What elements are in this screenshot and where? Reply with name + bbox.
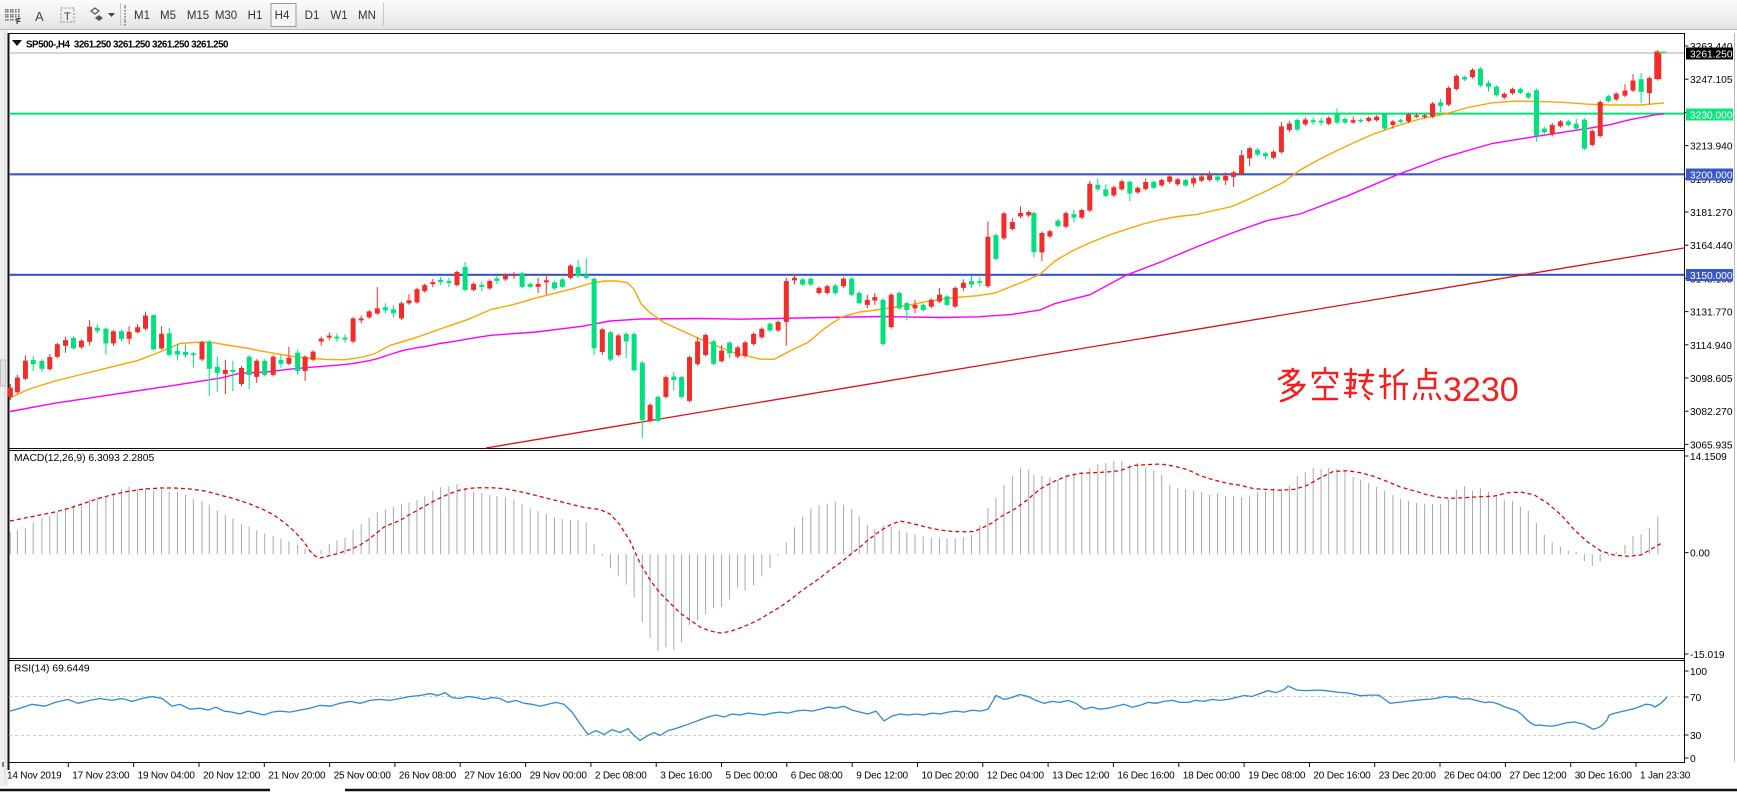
- svg-text:RSI(14) 69.6449: RSI(14) 69.6449: [14, 664, 90, 675]
- svg-text:3150.000: 3150.000: [1690, 271, 1733, 282]
- svg-text:6 Dec 08:00: 6 Dec 08:00: [791, 771, 843, 782]
- svg-text:W1: W1: [330, 10, 347, 22]
- svg-text:MN: MN: [358, 10, 376, 22]
- svg-text:12 Dec 04:00: 12 Dec 04:00: [987, 771, 1045, 782]
- svg-text:A: A: [35, 9, 44, 24]
- svg-text:13 Dec 12:00: 13 Dec 12:00: [1052, 771, 1110, 782]
- svg-text:19 Dec 08:00: 19 Dec 08:00: [1248, 771, 1306, 782]
- svg-text:H4: H4: [275, 10, 290, 22]
- svg-text:19 Nov 04:00: 19 Nov 04:00: [138, 771, 196, 782]
- svg-text:26 Nov 08:00: 26 Nov 08:00: [399, 771, 457, 782]
- svg-text:3114.940: 3114.940: [1690, 341, 1732, 352]
- svg-text:3082.270: 3082.270: [1690, 407, 1733, 418]
- svg-text:20 Nov 12:00: 20 Nov 12:00: [203, 771, 261, 782]
- svg-text:26 Dec 04:00: 26 Dec 04:00: [1444, 771, 1502, 782]
- svg-text:3230: 3230: [1443, 371, 1519, 409]
- svg-text:25 Nov 00:00: 25 Nov 00:00: [334, 771, 392, 782]
- svg-text:T: T: [64, 11, 71, 23]
- svg-text:21 Nov 20:00: 21 Nov 20:00: [268, 771, 326, 782]
- svg-text:0: 0: [1690, 754, 1696, 765]
- svg-text:3261.250: 3261.250: [1690, 49, 1733, 60]
- svg-text:70: 70: [1690, 693, 1702, 704]
- svg-text:SP500-,H4 3261.250 3261.250 3: SP500-,H4 3261.250 3261.250 3261.250 326…: [26, 40, 229, 51]
- svg-text:27 Dec 12:00: 27 Dec 12:00: [1509, 771, 1567, 782]
- svg-text:3213.940: 3213.940: [1690, 142, 1733, 153]
- svg-text:3200.000: 3200.000: [1690, 170, 1733, 181]
- svg-text:20 Dec 16:00: 20 Dec 16:00: [1313, 771, 1371, 782]
- svg-text:30 Dec 16:00: 30 Dec 16:00: [1575, 771, 1633, 782]
- svg-text:M15: M15: [187, 10, 209, 22]
- svg-text:2 Dec 08:00: 2 Dec 08:00: [595, 771, 647, 782]
- svg-text:18 Dec 00:00: 18 Dec 00:00: [1183, 771, 1241, 782]
- svg-text:23 Dec 20:00: 23 Dec 20:00: [1379, 771, 1437, 782]
- svg-text:H1: H1: [248, 10, 263, 22]
- svg-text:0.00: 0.00: [1690, 549, 1710, 560]
- svg-text:17 Nov 23:00: 17 Nov 23:00: [72, 771, 130, 782]
- svg-text:M5: M5: [160, 10, 176, 22]
- svg-text:29 Nov 00:00: 29 Nov 00:00: [530, 771, 588, 782]
- svg-text:3247.105: 3247.105: [1690, 75, 1733, 86]
- svg-text:3 Dec 16:00: 3 Dec 16:00: [660, 771, 712, 782]
- svg-text:9 Dec 12:00: 9 Dec 12:00: [856, 771, 908, 782]
- svg-text:3230.000: 3230.000: [1690, 110, 1733, 121]
- svg-text:3131.770: 3131.770: [1690, 308, 1733, 319]
- svg-text:1 Jan 23:30: 1 Jan 23:30: [1640, 771, 1691, 782]
- svg-text:D1: D1: [305, 10, 320, 22]
- svg-text:3181.270: 3181.270: [1690, 208, 1733, 219]
- svg-text:27 Nov 16:00: 27 Nov 16:00: [464, 771, 522, 782]
- svg-text:10 Dec 20:00: 10 Dec 20:00: [922, 771, 980, 782]
- svg-text:3065.935: 3065.935: [1690, 440, 1733, 451]
- svg-text:14.1509: 14.1509: [1690, 452, 1727, 463]
- svg-text:16 Dec 16:00: 16 Dec 16:00: [1117, 771, 1175, 782]
- svg-text:100: 100: [1690, 667, 1707, 678]
- svg-text:3164.440: 3164.440: [1690, 241, 1733, 252]
- svg-text:30: 30: [1690, 731, 1702, 742]
- svg-text:3098.605: 3098.605: [1690, 374, 1733, 385]
- svg-text:MACD(12,26,9) 6.3093 2.2805: MACD(12,26,9) 6.3093 2.2805: [14, 453, 155, 464]
- svg-text:F: F: [16, 17, 21, 26]
- svg-text:M30: M30: [215, 10, 237, 22]
- svg-text:-15.019: -15.019: [1690, 650, 1725, 661]
- svg-text:5 Dec 00:00: 5 Dec 00:00: [726, 771, 778, 782]
- svg-text:M1: M1: [134, 10, 150, 22]
- svg-text:14 Nov 2019: 14 Nov 2019: [7, 771, 62, 782]
